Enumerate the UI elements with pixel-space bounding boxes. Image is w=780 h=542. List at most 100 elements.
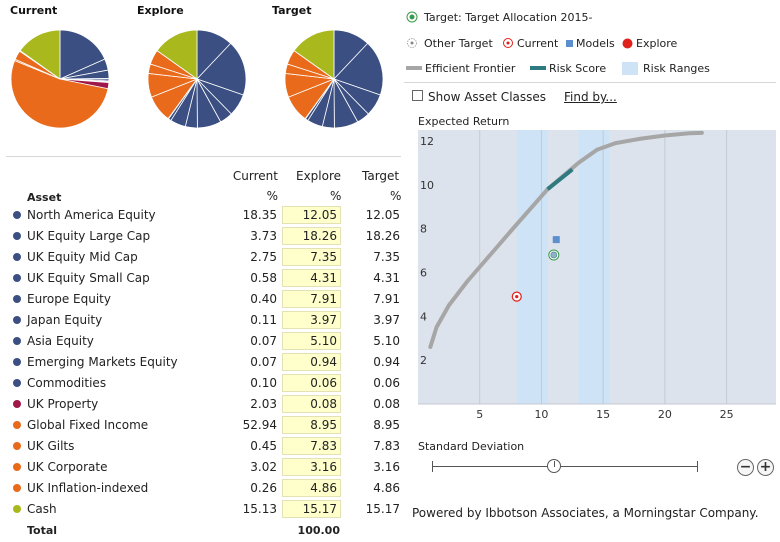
zoom-in-button[interactable]: + — [757, 459, 774, 476]
frontier-line-icon — [406, 66, 422, 70]
x-tick-label: 5 — [476, 408, 483, 421]
asset-name: UK Property — [27, 397, 99, 411]
target-percent: 5.10 — [373, 334, 400, 348]
current-percent: 0.45 — [250, 439, 277, 453]
left-divider — [6, 156, 401, 157]
table-row: UK Corporate 3.02 3.16 3.16 — [0, 457, 402, 478]
target-percent: 3.97 — [373, 313, 400, 327]
pie-title-explore: Explore — [137, 4, 184, 17]
asset-name: Emerging Markets Equity — [27, 355, 178, 369]
table-row: Asia Equity 0.07 5.10 5.10 — [0, 331, 402, 352]
chart-y-title: Expected Return — [418, 115, 510, 128]
risk-slider-track[interactable] — [432, 466, 698, 467]
legend-explore-label: Explore — [636, 37, 678, 50]
chart-x-title: Standard Deviation — [418, 440, 525, 453]
asset-name: Cash — [27, 502, 57, 516]
asset-name: UK Equity Large Cap — [27, 229, 151, 243]
explore-percent-input[interactable]: 7.83 — [282, 437, 341, 455]
legend-risk-ranges: Risk Ranges — [622, 62, 710, 75]
explore-percent-input[interactable]: 3.97 — [282, 311, 341, 329]
current-pct-header: % — [266, 189, 278, 203]
asset-name: UK Equity Mid Cap — [27, 250, 138, 264]
asset-name: Commodities — [27, 376, 107, 390]
target-percent: 8.95 — [373, 418, 400, 432]
table-row: UK Equity Large Cap 3.73 18.26 18.26 — [0, 226, 402, 247]
explore-percent-input[interactable]: 5.10 — [282, 332, 341, 350]
target-point-center — [550, 251, 558, 259]
risk-score-line-icon — [530, 66, 546, 70]
legend-explore: Explore — [622, 37, 677, 50]
asset-color-dot — [13, 358, 21, 366]
legend-other-target-label: Other Target — [424, 37, 493, 50]
risk-slider-thumb[interactable] — [547, 459, 561, 473]
explore-percent-input[interactable]: 3.16 — [282, 458, 341, 476]
legend-other-target: Other Target — [406, 37, 493, 50]
target-percent: 0.08 — [373, 397, 400, 411]
y-tick-label: 2 — [420, 354, 427, 367]
explore-percent-input[interactable]: 0.06 — [282, 374, 341, 392]
explore-percent-input[interactable]: 7.91 — [282, 290, 341, 308]
target-pct-header: % — [390, 189, 402, 203]
target-percent: 12.05 — [365, 208, 400, 222]
pie-slice — [196, 42, 247, 96]
current-percent: 0.40 — [250, 292, 277, 306]
other-target-marker-icon — [407, 38, 417, 48]
current-percent: 52.94 — [242, 418, 277, 432]
table-row: UK Equity Mid Cap 2.75 7.35 7.35 — [0, 247, 402, 268]
asset-color-dot — [13, 421, 21, 429]
asset-name: Europe Equity — [27, 292, 111, 306]
pie-slice — [293, 29, 335, 80]
explore-percent-input[interactable]: 7.35 — [282, 248, 341, 266]
current-percent: 18.35 — [242, 208, 277, 222]
legend-efficient-frontier-label: Efficient Frontier — [425, 62, 516, 75]
current-percent: 3.02 — [250, 460, 277, 474]
explore-percent-input[interactable]: 0.94 — [282, 353, 341, 371]
current-percent: 0.58 — [250, 271, 277, 285]
zoom-out-button[interactable]: − — [737, 459, 754, 476]
efficient-frontier-chart[interactable]: 5 10 15 20 25 2 4 6 8 10 12 — [404, 124, 778, 430]
pie-chart-target — [284, 29, 384, 129]
table-row: UK Equity Small Cap 0.58 4.31 4.31 — [0, 268, 402, 289]
table-row: Global Fixed Income 52.94 8.95 8.95 — [0, 415, 402, 436]
asset-name: Japan Equity — [27, 313, 103, 327]
current-percent: 3.73 — [250, 229, 277, 243]
legend-models-label: Models — [576, 37, 615, 50]
explore-percent-input[interactable]: 15.17 — [282, 500, 341, 518]
powered-by-text: Powered by Ibbotson Associates, a Mornin… — [412, 506, 759, 520]
table-row: Commodities 0.10 0.06 0.06 — [0, 373, 402, 394]
y-tick-label: 4 — [420, 310, 427, 323]
legend-risk-score: Risk Score — [530, 62, 606, 75]
explore-percent-input[interactable]: 12.05 — [282, 206, 341, 224]
target-percent: 18.26 — [365, 229, 400, 243]
explore-percent-input[interactable]: 4.31 — [282, 269, 341, 287]
asset-color-dot — [13, 211, 21, 219]
current-percent: 2.03 — [250, 397, 277, 411]
table-row: Emerging Markets Equity 0.07 0.94 0.94 — [0, 352, 402, 373]
x-tick-label: 20 — [658, 408, 672, 421]
asset-color-dot — [13, 379, 21, 387]
explore-percent-input[interactable]: 18.26 — [282, 227, 341, 245]
pie-slice — [10, 60, 109, 129]
table-row: UK Gilts 0.45 7.83 7.83 — [0, 436, 402, 457]
explore-percent-input[interactable]: 0.08 — [282, 395, 341, 413]
pie-chart-current — [10, 29, 110, 129]
legend-current: Current — [502, 37, 558, 50]
y-tick-label: 12 — [420, 135, 434, 148]
current-percent: 0.10 — [250, 376, 277, 390]
legend-risk-score-label: Risk Score — [549, 62, 607, 75]
find-by-link[interactable]: Find by... — [564, 90, 617, 104]
total-row: Total 100.00 — [0, 522, 402, 540]
pie-explore-block: Explore — [137, 4, 184, 17]
explore-header: Explore — [296, 169, 342, 183]
explore-percent-input[interactable]: 4.86 — [282, 479, 341, 497]
legend-target[interactable]: Target: Target Allocation 2015- — [406, 11, 592, 24]
pie-slice — [59, 29, 106, 80]
risk-score-segment — [546, 167, 574, 191]
explore-percent-input[interactable]: 8.95 — [282, 416, 341, 434]
pie-chart-explore — [147, 29, 247, 129]
models-marker-icon — [566, 40, 573, 47]
target-percent: 4.86 — [373, 481, 400, 495]
y-tick-label: 6 — [420, 266, 427, 279]
x-tick-label: 15 — [596, 408, 610, 421]
show-asset-classes-checkbox[interactable] — [412, 90, 423, 101]
